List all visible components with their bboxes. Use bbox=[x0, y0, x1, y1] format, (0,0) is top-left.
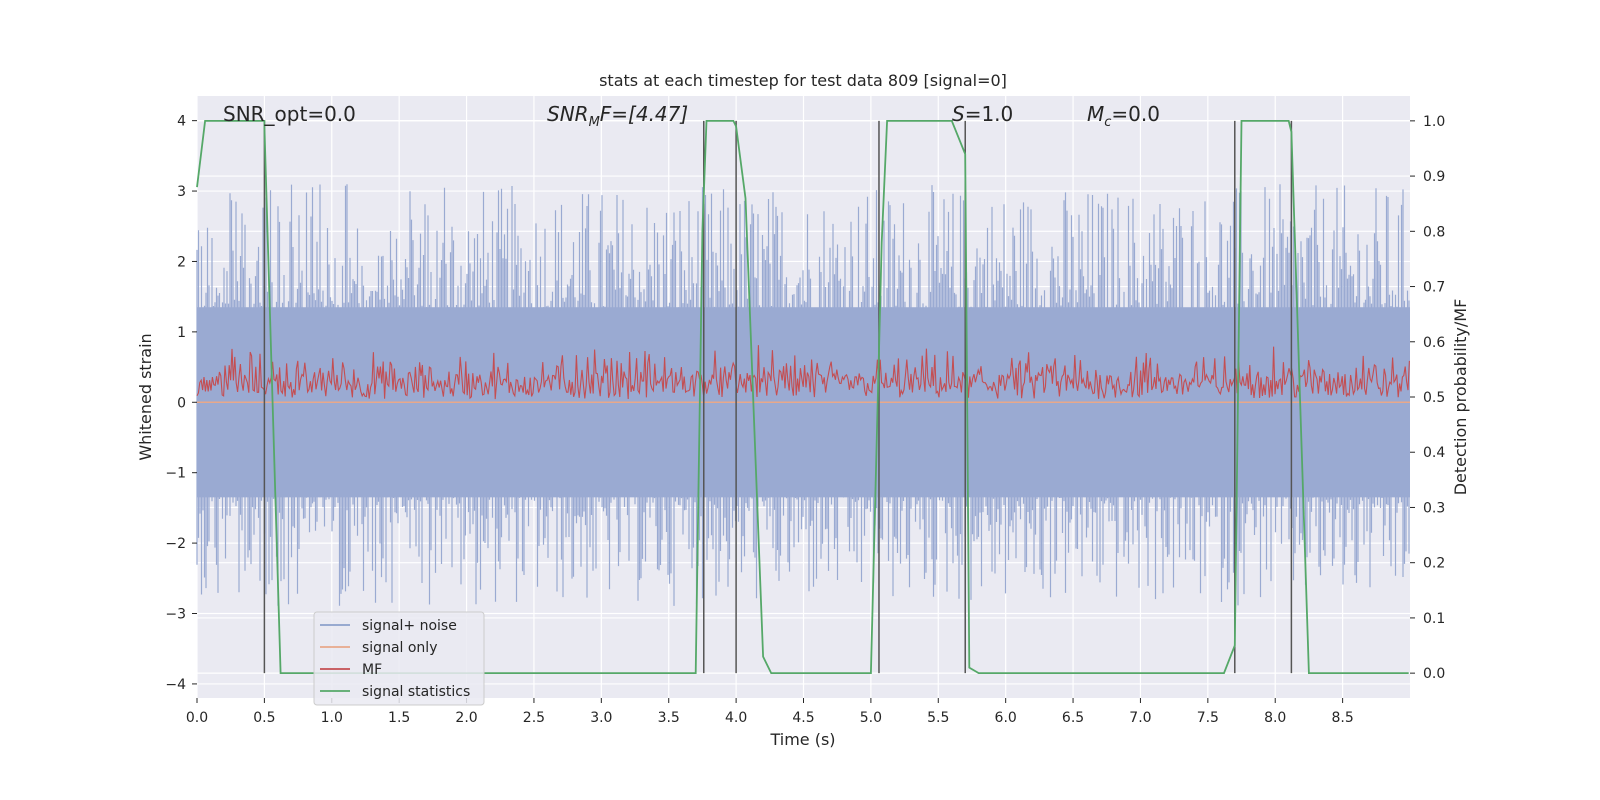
annotation-snr-mf-tail: F=[4.47] bbox=[600, 102, 688, 126]
y-right-tick-label-6: 0.4 bbox=[1423, 445, 1445, 461]
y-right-tick-label-7: 0.3 bbox=[1423, 500, 1445, 516]
x-tick-label-12: 6.0 bbox=[995, 710, 1017, 726]
legend-label-signal: signal only bbox=[362, 640, 437, 656]
x-tick-label-5: 2.5 bbox=[523, 710, 545, 726]
x-tick-label-8: 4.0 bbox=[725, 710, 747, 726]
y-axis-left-ticks: 4 3 2 1 0 −1 −2 −3 −4 bbox=[165, 114, 197, 693]
x-tick-label-0: 0.0 bbox=[186, 710, 208, 726]
annotation-mc-value: =0.0 bbox=[1111, 102, 1160, 126]
x-tick-label-9: 4.5 bbox=[792, 710, 814, 726]
y-right-tick-label-1: 0.9 bbox=[1423, 169, 1445, 185]
annotation-snr-mf-main: SNR bbox=[547, 102, 589, 126]
legend-label-mf: MF bbox=[362, 662, 382, 678]
x-tick-label-4: 2.0 bbox=[455, 710, 477, 726]
x-tick-label-13: 6.5 bbox=[1062, 710, 1084, 726]
legend: signal+ noise signal only MF signal stat… bbox=[313, 611, 485, 706]
y-right-tick-label-3: 0.7 bbox=[1423, 280, 1445, 296]
mf-trace bbox=[196, 345, 1410, 400]
y-left-tick-label-0: 4 bbox=[177, 114, 186, 130]
chart-title: stats at each timestep for test data 809… bbox=[599, 71, 1007, 90]
x-tick-label-2: 1.0 bbox=[321, 710, 343, 726]
x-tick-label-3: 1.5 bbox=[388, 710, 410, 726]
x-tick-label-11: 5.5 bbox=[927, 710, 949, 726]
y-left-tick-label-4: 0 bbox=[177, 395, 186, 411]
x-tick-label-10: 5.0 bbox=[860, 710, 882, 726]
annotation-mc-sub: c bbox=[1104, 115, 1111, 130]
y-left-tick-label-8: −4 bbox=[165, 677, 186, 693]
y-right-tick-label-0: 1.0 bbox=[1423, 114, 1445, 130]
x-tick-label-17: 8.5 bbox=[1331, 710, 1353, 726]
y-left-tick-label-7: −3 bbox=[165, 607, 186, 623]
legend-box bbox=[313, 611, 485, 706]
annotation-mc-label: M bbox=[1087, 102, 1104, 126]
y-right-tick-label-8: 0.2 bbox=[1423, 556, 1445, 572]
y-left-tick-label-1: 3 bbox=[177, 184, 186, 200]
legend-label-stats: signal statistics bbox=[362, 684, 470, 700]
x-axis-ticks: 0.0 0.5 1.0 1.5 2.0 2.5 3.0 3.5 4.0 4.5 5.0 5.5 6.0 6… bbox=[186, 698, 1354, 726]
annotation-snr-mf-sub: M bbox=[589, 115, 600, 130]
annotation-s: S=1.0 bbox=[952, 102, 1013, 126]
annotation-snr-mf: SNRMF=[4.47] bbox=[547, 102, 688, 130]
annotation-snr-opt: SNR_opt=0.0 bbox=[223, 102, 356, 126]
y-left-tick-label-6: −2 bbox=[165, 536, 186, 552]
x-axis-label: Time (s) bbox=[769, 730, 835, 749]
y-axis-right-label: Detection probability/MF bbox=[1451, 299, 1470, 496]
y-left-tick-label-5: −1 bbox=[165, 466, 186, 482]
x-tick-label-1: 0.5 bbox=[253, 710, 275, 726]
y-axis-left-label: Whitened strain bbox=[136, 333, 155, 460]
vertical-markers bbox=[263, 120, 1293, 674]
annotation-s-label: S bbox=[952, 102, 965, 126]
annotation-mc: Mc=0.0 bbox=[1087, 102, 1160, 130]
y-left-tick-label-3: 1 bbox=[177, 325, 186, 341]
x-tick-label-14: 7.0 bbox=[1129, 710, 1151, 726]
y-axis-right-ticks: 1.0 0.9 0.8 0.7 0.6 0.5 0.4 0.3 0.2 0.1 0.0 bbox=[1410, 114, 1445, 682]
y-right-tick-label-5: 0.5 bbox=[1423, 390, 1445, 406]
x-tick-label-15: 7.5 bbox=[1197, 710, 1219, 726]
x-tick-label-16: 8.0 bbox=[1264, 710, 1286, 726]
y-right-tick-label-4: 0.6 bbox=[1423, 335, 1445, 351]
mf-series bbox=[196, 345, 1410, 400]
y-right-tick-label-9: 0.1 bbox=[1423, 611, 1445, 627]
annotation-s-value: =1.0 bbox=[965, 102, 1014, 126]
y-right-tick-label-2: 0.8 bbox=[1423, 224, 1445, 240]
y-left-tick-label-2: 2 bbox=[177, 254, 186, 270]
x-tick-label-6: 3.0 bbox=[590, 710, 612, 726]
legend-label-noise: signal+ noise bbox=[362, 618, 457, 634]
y-right-tick-label-10: 0.0 bbox=[1423, 666, 1445, 682]
x-tick-label-7: 3.5 bbox=[658, 710, 680, 726]
